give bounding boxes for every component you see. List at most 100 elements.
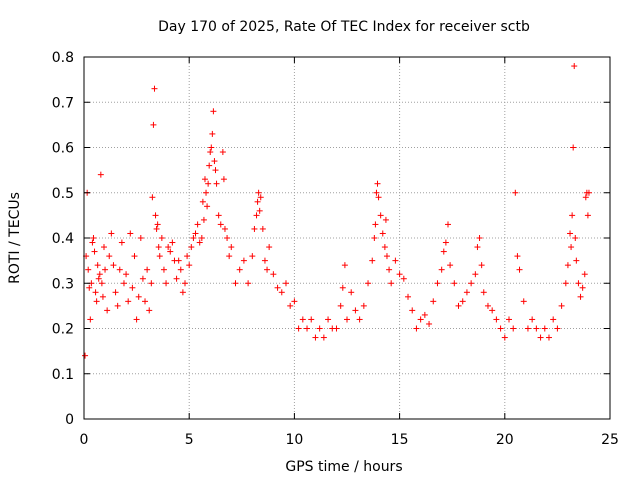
data-point [125, 298, 132, 305]
grid-lines [84, 57, 610, 419]
data-point [572, 235, 579, 241]
data-point [253, 212, 260, 219]
data-point [550, 316, 557, 323]
data-point [554, 325, 561, 332]
data-point [196, 239, 203, 246]
data-point [127, 230, 134, 237]
data-point [256, 207, 263, 214]
data-point [137, 235, 144, 241]
data-point [86, 284, 93, 291]
data-point [97, 171, 104, 178]
x-tick-label: 5 [185, 432, 194, 448]
data-point [261, 257, 268, 264]
data-point [240, 257, 247, 264]
data-point [373, 189, 380, 196]
y-tick-label: 0.7 [52, 95, 74, 111]
data-point [512, 189, 519, 196]
y-axis-label: ROTI / TECUs [7, 192, 23, 284]
data-point [110, 262, 117, 269]
data-point [567, 230, 574, 237]
data-point [163, 280, 170, 287]
data-point [173, 275, 180, 282]
data-point [352, 307, 359, 314]
data-point [188, 244, 195, 251]
data-point [585, 189, 592, 196]
data-point [316, 325, 323, 332]
x-tick-label: 25 [601, 432, 619, 448]
data-point [558, 302, 565, 309]
data-point [213, 180, 220, 187]
data-point [206, 162, 213, 169]
data-point [295, 325, 302, 332]
data-point [562, 280, 569, 287]
x-tick-label: 15 [391, 432, 409, 448]
data-point [91, 248, 98, 255]
data-point [90, 235, 97, 241]
y-tick-label: 0.8 [52, 50, 74, 66]
data-point [99, 293, 106, 300]
data-point [204, 203, 211, 210]
data-point [212, 167, 219, 174]
data-point [210, 108, 217, 115]
data-point [468, 280, 475, 287]
data-point [287, 302, 294, 309]
data-point [194, 221, 201, 228]
data-point [257, 194, 264, 201]
data-point [108, 230, 115, 237]
data-point [156, 253, 163, 260]
y-tick-label: 0.3 [52, 276, 74, 292]
data-point [264, 266, 271, 273]
data-point [102, 266, 109, 273]
data-point [520, 298, 527, 305]
data-point [581, 271, 588, 278]
data-point [312, 334, 319, 341]
data-point [463, 289, 470, 296]
data-point [131, 253, 138, 260]
data-point [537, 334, 544, 341]
data-point [388, 280, 395, 287]
data-point [228, 244, 235, 251]
data-point [529, 316, 536, 323]
y-tick-label: 0.6 [52, 141, 74, 157]
data-point [104, 307, 111, 314]
y-tick-label: 0 [65, 412, 74, 428]
data-point [501, 334, 508, 341]
data-point [582, 194, 589, 201]
data-point [96, 271, 103, 278]
data-point [120, 280, 127, 287]
data-point [564, 262, 571, 269]
data-point [476, 235, 483, 241]
data-point [426, 320, 433, 327]
data-point [249, 253, 256, 260]
data-point [251, 225, 258, 232]
data-point [100, 244, 107, 251]
data-point [133, 316, 140, 323]
data-point [421, 311, 428, 318]
data-point [434, 280, 441, 287]
data-point [405, 293, 412, 300]
data-point [144, 266, 151, 273]
data-point [392, 257, 399, 264]
axis-ticks: 0 5 10 15 20 25 0 0.1 0.2 0.3 0.4 0.5 0.6 0.7 0.8 [52, 50, 619, 448]
data-point [569, 212, 576, 219]
data-point [377, 212, 384, 219]
data-point [106, 253, 113, 260]
data-point [158, 235, 165, 241]
data-point [154, 221, 161, 228]
x-tick-label: 20 [496, 432, 514, 448]
data-point [339, 284, 346, 291]
data-point [459, 298, 466, 305]
data-point [584, 212, 591, 219]
data-point [192, 230, 199, 237]
data-point [160, 266, 167, 273]
data-point [203, 189, 210, 196]
data-point [215, 212, 222, 219]
y-tick-label: 0.1 [52, 367, 74, 383]
data-point [577, 293, 584, 300]
data-point [372, 221, 379, 228]
data-point [82, 352, 89, 359]
data-point [568, 244, 575, 251]
data-point [226, 253, 233, 260]
data-point [175, 257, 182, 264]
